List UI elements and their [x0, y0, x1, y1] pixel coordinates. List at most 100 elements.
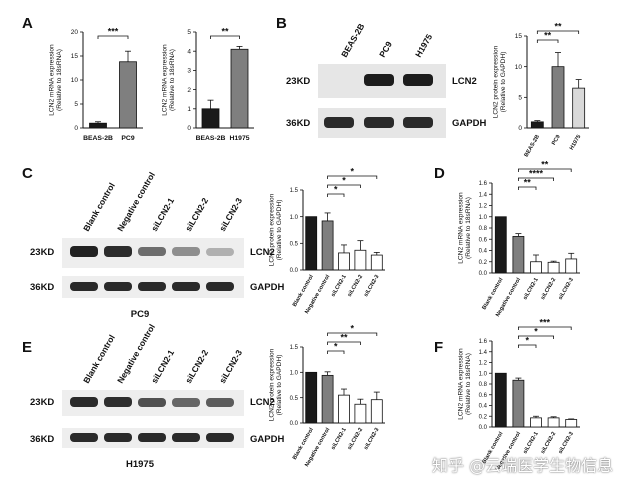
blot-b-gapdh-label: GAPDH — [452, 118, 486, 129]
y-axis-label-line: (Relative to 18sRNA) — [465, 353, 472, 415]
y-tick-label: 10 — [71, 77, 79, 84]
y-tick-label: 1.4 — [479, 192, 488, 198]
x-tick-label: siLCN2-3 — [558, 277, 575, 301]
x-tick-label: siLCN2-2 — [347, 274, 364, 298]
bar — [572, 87, 586, 129]
bar — [370, 399, 383, 424]
bar — [512, 236, 525, 274]
blot-lane-label: siLCN2-1 — [149, 348, 176, 385]
y-tick-label: 1.5 — [290, 345, 299, 351]
blot-e-gapdh-band — [206, 433, 234, 442]
blot-c-lcn2-band — [104, 246, 132, 257]
y-axis-label-line: LCN2 protein expression — [492, 45, 499, 118]
panel-letter-e: E — [22, 339, 32, 356]
blot-c-23kd: 23KD — [30, 247, 54, 258]
y-tick-label: 2 — [187, 87, 191, 94]
x-tick-label: siLCN2-3 — [363, 427, 380, 451]
significance-label: ** — [541, 160, 549, 170]
watermark: 知乎 @云端医学生物信息 — [432, 456, 614, 475]
significance-bracket — [536, 39, 559, 43]
blot-lane-label: Blank control — [81, 333, 117, 385]
significance-bracket — [518, 168, 572, 172]
blot-e-lcn2-band — [138, 398, 166, 407]
significance-bracket — [518, 335, 554, 339]
x-tick-label: siLCN2-2 — [347, 427, 364, 451]
y-axis-label: LCN2 protein expression(Relative to GAPD… — [268, 348, 283, 421]
y-tick-label: 1.0 — [479, 371, 488, 377]
blot-lane-label: siLCN2-1 — [149, 196, 176, 233]
blot-c-gapdh-band — [138, 282, 166, 291]
blot-lane-label: H1975 — [413, 32, 434, 59]
bar — [89, 122, 107, 129]
y-axis-label-line: LCN2 mRNA expression — [457, 192, 464, 264]
y-axis-label: LCN2 mRNA expression(Relative to 18sRNA) — [48, 44, 63, 116]
blot-c-lcn2-label: LCN2 — [250, 247, 275, 258]
y-tick-label: 1.0 — [290, 215, 299, 221]
y-tick-label: 0 — [74, 125, 78, 132]
x-tick-label: H1975 — [229, 135, 249, 142]
y-tick-label: 1.5 — [290, 188, 299, 194]
blot-e-lcn2-band — [206, 398, 234, 407]
significance-bracket — [518, 177, 554, 181]
y-tick-label: 1.4 — [479, 350, 488, 356]
y-axis-label-line: LCN2 mRNA expression — [161, 44, 168, 116]
bar — [370, 254, 383, 271]
y-tick-label: 0.4 — [479, 249, 488, 255]
blot-e-caption: H1975 — [126, 459, 155, 470]
y-tick-label: 0.0 — [290, 268, 299, 274]
blot-b-36kd: 36KD — [286, 118, 310, 129]
y-tick-label: 0.5 — [290, 396, 299, 402]
bar — [338, 394, 350, 424]
blot-e-gapdh-label: GAPDH — [250, 434, 284, 445]
y-tick-label: 1.0 — [290, 371, 299, 377]
bar — [530, 417, 542, 428]
x-tick-label: BEAS-2B — [196, 135, 226, 142]
y-tick-label: 1.2 — [479, 204, 488, 210]
blot-c-lcn2-band — [172, 247, 200, 256]
significance-bracket — [518, 344, 537, 348]
y-axis-label-line: LCN2 protein expression — [268, 348, 275, 421]
bar — [354, 403, 367, 424]
y-tick-label: 0.8 — [479, 226, 488, 232]
blot-e-gapdh-band — [172, 433, 200, 442]
blot-e-lcn2-band — [70, 397, 98, 407]
significance-bracket — [536, 30, 580, 34]
blot-b-lcn2-band — [403, 74, 433, 86]
y-axis-label-line: (Relative to 18sRNA) — [169, 49, 176, 111]
blot-c-gapdh-band — [172, 282, 200, 291]
significance-bracket — [327, 175, 378, 179]
blot-c-lcn2-band — [138, 247, 166, 256]
y-tick-label: 0.8 — [479, 382, 488, 388]
chart-a-pc9: 0 5 10 15 20 LCN2 mRNA expression(Relative to… — [48, 27, 143, 142]
bar — [305, 216, 318, 271]
blot-e-lcn2-band — [172, 398, 200, 407]
chart-e-protein: 0.0 0.5 1.0 1.5 LCN2 protein expression(Rela… — [268, 324, 385, 468]
bar — [565, 419, 578, 428]
western-blot-b: BEAS-2B PC9 H1975 23KD 36KD LCN2 GAPDH — [286, 22, 486, 138]
y-tick-label: 0.6 — [479, 237, 488, 243]
significance-label: * — [350, 167, 354, 177]
y-tick-label: 3 — [187, 68, 191, 75]
significance-bracket — [327, 184, 361, 188]
significance-label: * — [525, 336, 529, 346]
y-tick-label: 0.5 — [290, 242, 299, 248]
y-axis-label: LCN2 protein expression(Relative to GAPD… — [268, 193, 283, 266]
panel-letter-f: F — [434, 339, 443, 356]
x-tick-label: siLCN2-3 — [363, 274, 380, 298]
bar — [547, 261, 560, 274]
significance-label: * — [350, 324, 354, 334]
y-axis-label: LCN2 mRNA expression(Relative to 18sRNA) — [457, 348, 472, 420]
y-tick-label: 5 — [518, 95, 522, 102]
significance-label: **** — [529, 169, 544, 179]
blot-c-gapdh-label: GAPDH — [250, 282, 284, 293]
y-tick-label: 15 — [515, 33, 523, 40]
bar — [201, 108, 220, 129]
y-tick-label: 1.0 — [479, 215, 488, 221]
blot-c-lcn2-band — [70, 246, 98, 257]
y-tick-label: 0.0 — [290, 421, 299, 427]
blot-c-gapdh-band — [104, 282, 132, 291]
bar — [530, 121, 544, 129]
blot-c-gapdh-band — [70, 282, 98, 291]
y-tick-label: 1.6 — [479, 339, 488, 345]
